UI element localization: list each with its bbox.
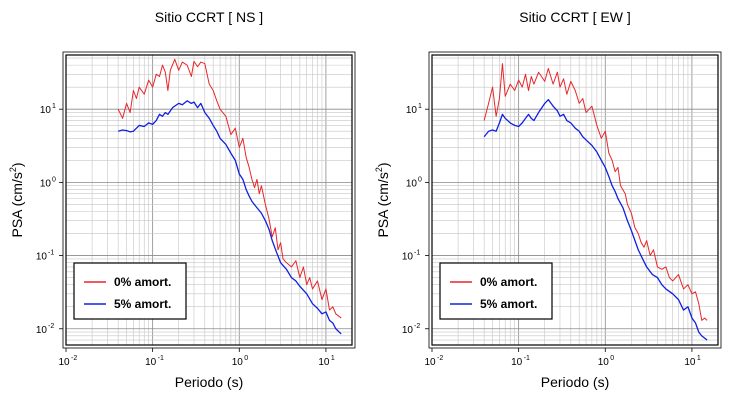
y-tick-label: 10 [40,178,52,189]
legend-box [73,262,187,320]
x-tick-exponent: -2 [71,355,77,362]
legend-label: 5% amort. [114,297,171,311]
y-tick-label: 10 [402,252,414,263]
x-tick-label: 10 [684,357,696,368]
x-axis-label: Periodo (s) [175,374,243,390]
x-tick-label: 10 [511,357,523,368]
plot-frame-outer [428,51,722,349]
chart-title: Sitio CCRT [ NS ] [155,9,263,25]
plot-frame [431,54,719,346]
x-axis-label: Periodo (s) [541,374,609,390]
x-tick-label: 10 [58,357,70,368]
ticks: 10 -2 10 -1 10 0 10 110 -210 -110 010 1 [36,103,335,368]
x-tick-label: 10 [232,357,244,368]
y-tick-exponent: 0 [52,176,56,183]
y-tick-label: 10 [40,105,52,116]
x-tick-label: 10 [424,357,436,368]
series-line-blue [117,100,342,335]
x-tick-label: 10 [598,357,610,368]
x-tick-exponent: 1 [697,355,701,362]
x-tick-exponent: -1 [158,355,164,362]
y-tick-label: 10 [406,105,418,116]
y-tick-exponent: -1 [414,250,420,257]
y-tick-exponent: -1 [48,250,54,257]
y-tick-exponent: -2 [414,323,420,330]
y-tick-exponent: 1 [418,103,422,110]
x-tick-exponent: -1 [524,355,530,362]
x-tick-exponent: 0 [610,355,614,362]
y-tick-exponent: 1 [52,103,56,110]
y-tick-label: 10 [406,178,418,189]
x-tick-exponent: 0 [244,355,248,362]
x-tick-exponent: 1 [331,355,335,362]
legend-label: 5% amort. [480,297,537,311]
x-tick-exponent: -2 [437,355,443,362]
series-line-red [483,63,708,321]
y-axis-label: PSA (cm/s2) [8,162,25,237]
legend-label: 0% amort. [114,275,171,289]
y-tick-label: 10 [36,252,48,263]
y-tick-label: 10 [36,325,48,336]
chart-title: Sitio CCRT [ EW ] [519,9,631,25]
legend-box [439,262,553,320]
legend-label: 0% amort. [480,275,537,289]
ticks: 10 -2 10 -1 10 0 10 110 -210 -110 010 1 [402,103,701,368]
x-tick-label: 10 [318,357,330,368]
y-tick-exponent: -2 [48,323,54,330]
plot-frame-outer [62,51,356,349]
legend: 0% amort. 5% amort. [73,262,187,320]
y-tick-label: 10 [402,325,414,336]
legend: 0% amort. 5% amort. [439,262,553,320]
y-axis-label: PSA (cm/s2) [374,162,391,237]
series-line-blue [483,99,708,341]
y-tick-exponent: 0 [418,176,422,183]
plot-frame [65,54,353,346]
x-tick-label: 10 [145,357,157,368]
series-line-red [117,58,342,319]
